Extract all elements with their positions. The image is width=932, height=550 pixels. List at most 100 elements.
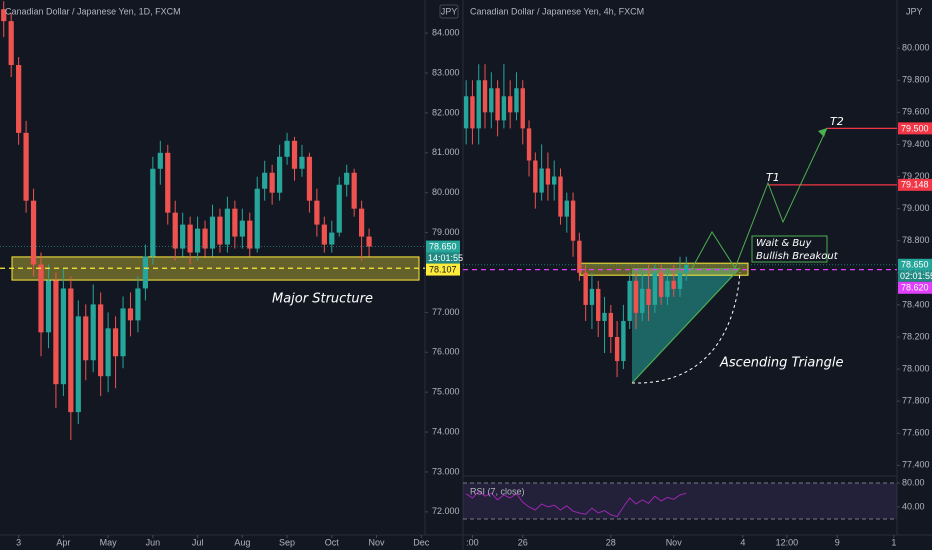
price-label: 78.650 (429, 241, 457, 251)
price-label: 78.620 (901, 283, 929, 293)
x-tick-label: Oct (325, 537, 340, 547)
candle-body (247, 220, 253, 249)
candle-body (336, 184, 342, 233)
y-tick-label: 79.000 (432, 227, 460, 237)
candle-body (209, 216, 216, 249)
candle-body (112, 328, 119, 357)
dashed-curve (631, 271, 741, 384)
price-label: 79.148 (901, 180, 929, 190)
x-tick-label: 4 (740, 537, 745, 547)
annotation: T1 (766, 171, 780, 184)
y-tick-label: 78.400 (902, 299, 930, 309)
candle-body (489, 88, 494, 113)
candle-body (520, 88, 525, 129)
candle-body (577, 240, 582, 273)
price-label-box (426, 263, 460, 276)
y-tick-label: 82.000 (432, 107, 460, 117)
marks-layer (0, 1, 897, 520)
annotation: Wait & Buy (756, 238, 813, 249)
candle-body (172, 212, 178, 249)
countdown: 02:01:55 (900, 271, 932, 281)
countdown: 14:01:55 (428, 253, 463, 263)
candle-body (366, 236, 372, 247)
candle-body (98, 304, 104, 377)
candle-body (614, 336, 620, 362)
y-tick-label: 80.00 (902, 477, 925, 487)
candle-body (545, 168, 551, 185)
price-label-box (898, 122, 932, 135)
y-tick-label: 79.600 (902, 107, 930, 117)
candle-body (306, 156, 313, 201)
x-tick-label: Nov (666, 537, 683, 547)
x-tick-label: 9 (835, 537, 840, 547)
annotation: Major Structure (272, 292, 373, 307)
price-label-box (426, 240, 460, 253)
y-tick-label: 80.000 (902, 43, 930, 53)
candle-body (514, 88, 519, 113)
candle-body (83, 316, 89, 361)
candle-body (671, 280, 676, 289)
candle-body (23, 132, 29, 201)
price-label: 78.650 (901, 260, 929, 270)
y-tick-label: 78.800 (902, 235, 930, 245)
x-tick-label: Jul (192, 537, 204, 547)
candle-body (627, 280, 632, 321)
candle-body (68, 288, 74, 413)
candle-body (262, 172, 268, 189)
candle-body (90, 304, 96, 361)
candle-body (570, 200, 576, 241)
projection-path (689, 127, 828, 273)
triangle-edge (631, 267, 741, 384)
candle-body (602, 312, 607, 321)
candle-body (30, 200, 37, 265)
candle-body (224, 208, 231, 245)
countdown-box (426, 252, 460, 264)
price-label-box (898, 178, 932, 191)
y-tick-label: 83.000 (432, 67, 460, 77)
candle-body (658, 272, 664, 297)
candle-body (276, 156, 283, 193)
candle-body (583, 272, 588, 305)
x-tick-label: 3 (16, 537, 21, 547)
candle-body (127, 308, 134, 321)
candle-body (476, 80, 481, 129)
candle-body (665, 280, 670, 297)
countdown-box (898, 270, 932, 282)
price-label-box (898, 258, 932, 271)
x-tick-label: Jun (146, 537, 161, 547)
candle-body (299, 156, 305, 169)
y-tick-label: 79.200 (902, 171, 930, 181)
candle-body (677, 272, 683, 289)
candle-body (495, 88, 500, 121)
candle-body (60, 288, 66, 385)
candle-body (507, 96, 513, 113)
annotation: Ascending Triangle (719, 356, 844, 371)
candle-body (187, 224, 193, 253)
y-tick-label: 81.000 (432, 147, 460, 157)
x-tick-label: 1 (891, 537, 896, 547)
axis-currency: JPY (906, 6, 923, 16)
candle-body (596, 288, 601, 321)
candle-body (608, 312, 614, 337)
y-tick-label: 73.000 (432, 466, 460, 476)
candle-body (552, 176, 557, 185)
y-tick-label: 78.000 (902, 363, 930, 373)
candle-body (53, 280, 59, 385)
candle-body (463, 96, 469, 129)
y-tick-label: 40.00 (902, 501, 925, 511)
indicator-title: RSI (7, close) (470, 486, 525, 496)
currency-button-label[interactable]: JPY (441, 6, 458, 16)
candle-body (359, 208, 365, 237)
candle-body (8, 21, 14, 66)
candle-body (351, 172, 357, 209)
currency-button[interactable] (439, 4, 459, 19)
candle-body (180, 224, 186, 249)
rsi-line (465, 490, 687, 518)
candle-body (640, 288, 645, 313)
candle-body (217, 216, 223, 245)
candle-body (633, 280, 639, 313)
candle-body (470, 96, 475, 129)
candle-body (16, 65, 22, 133)
x-tick-label: May (100, 537, 118, 547)
